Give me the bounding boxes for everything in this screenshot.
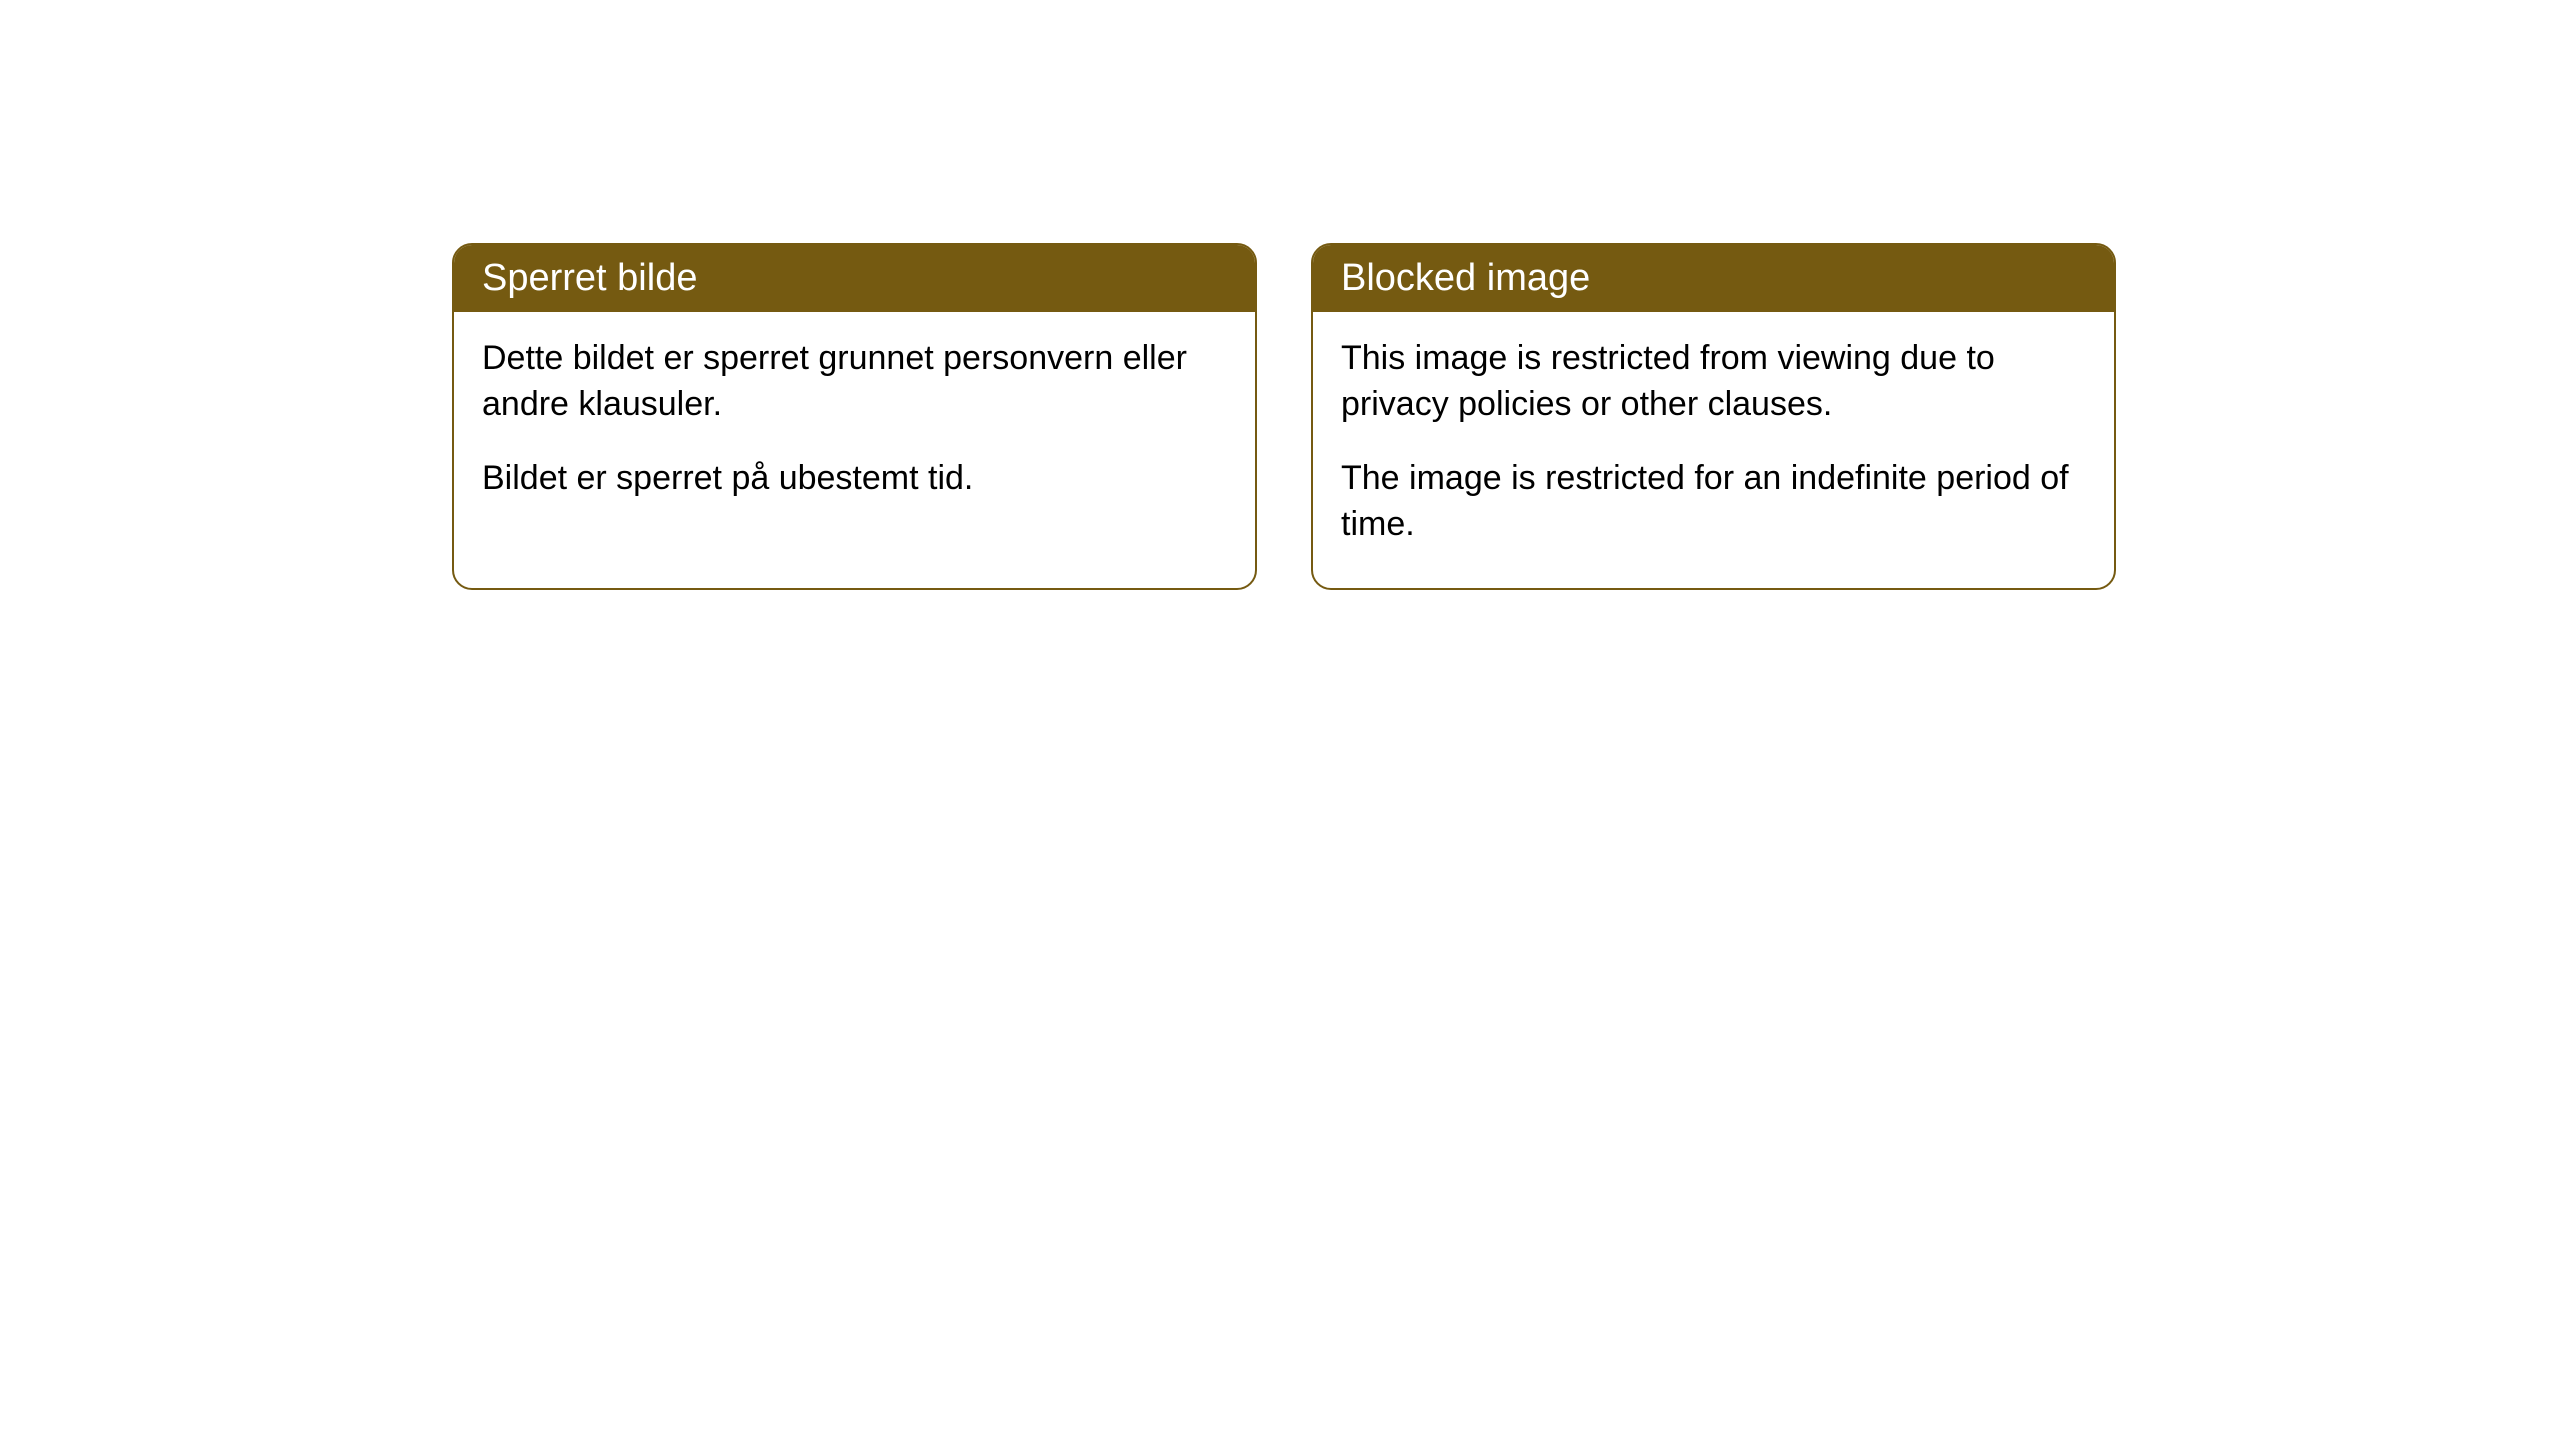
card-body: Dette bildet er sperret grunnet personve… [454,312,1255,542]
card-paragraph: This image is restricted from viewing du… [1341,336,2086,428]
card-title: Sperret bilde [482,257,697,299]
card-paragraph: Dette bildet er sperret grunnet personve… [482,336,1227,428]
card-header: Sperret bilde [454,245,1255,312]
notice-card-english: Blocked image This image is restricted f… [1311,243,2116,590]
card-header: Blocked image [1313,245,2114,312]
card-body: This image is restricted from viewing du… [1313,312,2114,588]
notice-cards-container: Sperret bilde Dette bildet er sperret gr… [452,243,2116,590]
card-paragraph: The image is restricted for an indefinit… [1341,456,2086,548]
card-paragraph: Bildet er sperret på ubestemt tid. [482,456,1227,502]
card-title: Blocked image [1341,257,1590,299]
notice-card-norwegian: Sperret bilde Dette bildet er sperret gr… [452,243,1257,590]
